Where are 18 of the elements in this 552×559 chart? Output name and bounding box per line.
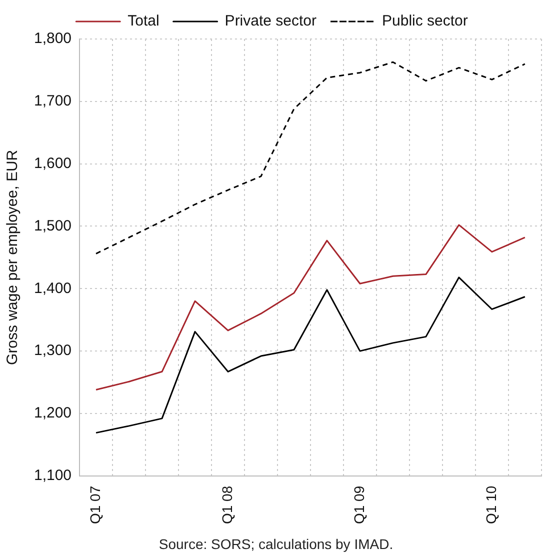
legend-label: Public sector <box>382 12 468 30</box>
source-note: Source: SORS; calculations by IMAD. <box>158 536 394 552</box>
y-axis-title: Gross wage per employee, EUR <box>4 150 22 365</box>
x-tick-label: Q1 10 <box>482 486 499 524</box>
legend-label: Total <box>128 12 160 30</box>
y-tick-label: 1,700 <box>34 92 72 110</box>
x-tick-label: Q1 07 <box>86 486 103 524</box>
y-tick-label: 1,200 <box>34 404 72 422</box>
y-tick-label: 1,500 <box>34 217 72 234</box>
y-tick-label: 1,800 <box>34 30 72 48</box>
y-tick-label: 1,100 <box>34 467 72 484</box>
y-tick-label: 1,600 <box>34 154 72 172</box>
legend-label: Private sector <box>224 12 317 30</box>
line-series <box>95 61 526 254</box>
x-tick-label: Q1 08 <box>218 486 235 524</box>
y-tick-label: 1,300 <box>34 342 72 360</box>
y-tick-label: 1,400 <box>34 280 72 297</box>
x-tick-label: Q1 09 <box>350 486 367 524</box>
